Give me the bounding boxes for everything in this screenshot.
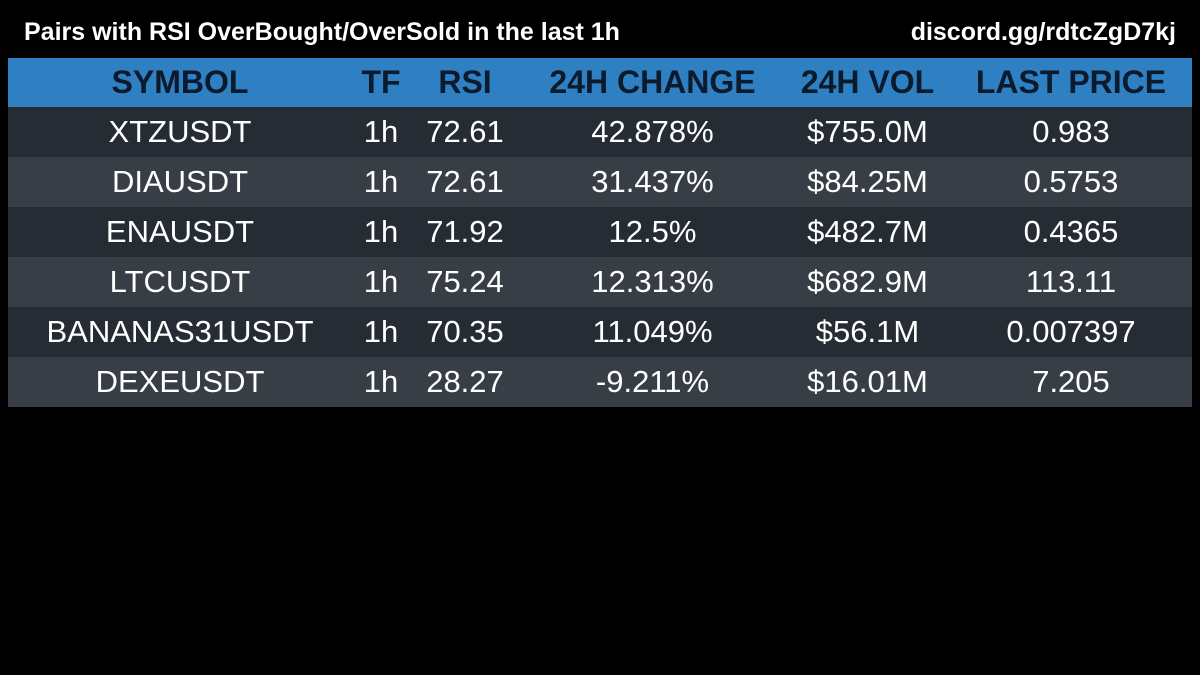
column-header-24h-vol: 24H VOL (800, 64, 935, 100)
cell-24h-vol: $16.01M (807, 364, 928, 399)
cell-symbol: ENAUSDT (105, 214, 255, 249)
table-row: BANANAS31USDT 1h 70.35 11.049% $56.1M 0.… (8, 307, 1192, 357)
cell-symbol: XTZUSDT (108, 114, 252, 149)
cell-symbol: DIAUSDT (111, 164, 249, 199)
cell-rsi: 72.61 (426, 114, 504, 149)
cell-24h-change: 42.878% (591, 114, 714, 149)
column-header-symbol: SYMBOL (111, 64, 249, 100)
cell-rsi: 71.92 (426, 214, 504, 249)
cell-24h-change: 12.313% (591, 264, 714, 299)
cell-24h-change: 11.049% (592, 314, 713, 349)
cell-24h-vol: $84.25M (807, 164, 928, 199)
rsi-table: SYMBOL TF RSI 24H CHANGE 24H VOL LAST PR… (8, 58, 1192, 407)
cell-rsi: 70.35 (426, 314, 504, 349)
cell-tf: 1h (363, 214, 399, 249)
cell-symbol: DEXEUSDT (95, 364, 265, 399)
cell-last-price: 7.205 (1032, 364, 1110, 399)
cell-24h-vol: $482.7M (807, 214, 928, 249)
cell-symbol: BANANAS31USDT (46, 314, 314, 349)
cell-last-price: 0.983 (1032, 114, 1110, 149)
top-bar: Pairs with RSI OverBought/OverSold in th… (0, 0, 1200, 60)
column-header-last-price: LAST PRICE (975, 64, 1167, 100)
column-header-24h-change: 24H CHANGE (549, 64, 756, 100)
cell-rsi: 75.24 (426, 264, 504, 299)
cell-rsi: 72.61 (426, 164, 504, 199)
cell-tf: 1h (363, 164, 399, 199)
table-row: DEXEUSDT 1h 28.27 -9.211% $16.01M 7.205 (8, 357, 1192, 407)
cell-last-price: 0.5753 (1023, 164, 1119, 199)
cell-tf: 1h (363, 114, 399, 149)
cell-24h-change: 31.437% (591, 164, 714, 199)
cell-tf: 1h (363, 364, 399, 399)
column-header-tf: TF (361, 64, 401, 100)
cell-last-price: 0.4365 (1023, 214, 1119, 249)
cell-24h-vol: $682.9M (807, 264, 928, 299)
table-row: LTCUSDT 1h 75.24 12.313% $682.9M 113.11 (8, 257, 1192, 307)
cell-symbol: LTCUSDT (109, 264, 251, 299)
cell-24h-change: 12.5% (608, 214, 697, 249)
column-header-rsi: RSI (438, 64, 492, 100)
cell-rsi: 28.27 (426, 364, 504, 399)
table-row: XTZUSDT 1h 72.61 42.878% $755.0M 0.983 (8, 107, 1192, 157)
table-header-row: SYMBOL TF RSI 24H CHANGE 24H VOL LAST PR… (8, 58, 1192, 107)
cell-last-price: 113.11 (1025, 264, 1117, 299)
cell-24h-vol: $755.0M (807, 114, 928, 149)
cell-24h-vol: $56.1M (815, 314, 920, 349)
table-row: ENAUSDT 1h 71.92 12.5% $482.7M 0.4365 (8, 207, 1192, 257)
cell-24h-change: -9.211% (595, 364, 710, 399)
cell-tf: 1h (363, 264, 399, 299)
discord-invite-link[interactable]: discord.gg/rdtcZgD7kj (910, 18, 1176, 46)
cell-last-price: 0.007397 (1006, 314, 1136, 349)
table-row: DIAUSDT 1h 72.61 31.437% $84.25M 0.5753 (8, 157, 1192, 207)
page-title: Pairs with RSI OverBought/OverSold in th… (24, 18, 620, 46)
cell-tf: 1h (363, 314, 399, 349)
